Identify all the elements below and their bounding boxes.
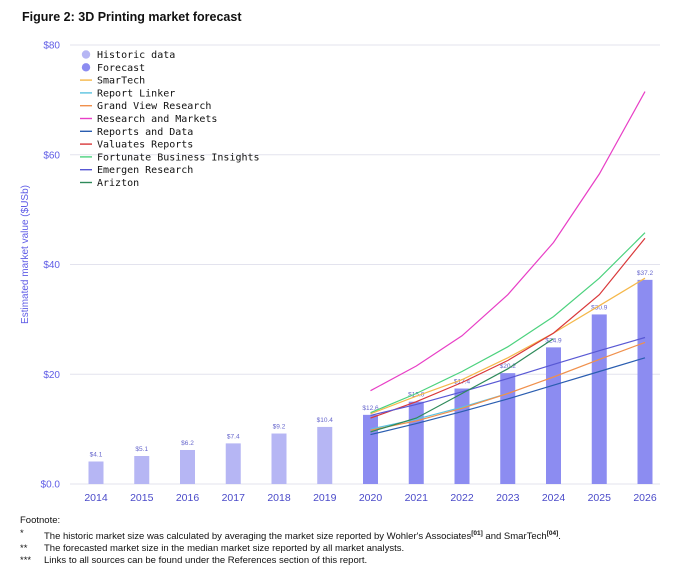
bar-2015 xyxy=(134,456,150,484)
y-axis: $0.0 $20 $40 $60 $80 xyxy=(41,41,61,491)
x-tick-label: 2023 xyxy=(496,492,520,504)
footnote-3-text: Links to all sources can be found under … xyxy=(44,555,368,567)
bar-2023 xyxy=(500,373,516,484)
y-tick-label: $80 xyxy=(43,41,60,52)
data-label-2018: $9.2 xyxy=(273,424,286,431)
chart: $0.0 $20 $40 $60 $80 Estimated market value … xyxy=(20,41,660,504)
legend-marker xyxy=(81,63,91,72)
legend-label: Arizton xyxy=(97,178,139,189)
footnote-1: * The historic market size was calculate… xyxy=(20,528,670,543)
x-tick-label: 2026 xyxy=(633,492,657,504)
x-tick-label: 2014 xyxy=(84,492,108,504)
bar-2025 xyxy=(591,314,607,484)
legend-marker xyxy=(81,50,91,59)
line-research-and-markets xyxy=(370,91,646,392)
data-label-2019: $10.4 xyxy=(317,417,334,424)
x-tick-label: 2019 xyxy=(313,492,337,504)
footnote-heading: Footnote: xyxy=(20,515,61,526)
data-label-2021: $15.0 xyxy=(408,392,425,399)
x-tick-label: 2020 xyxy=(359,492,383,504)
line-smartech xyxy=(370,277,646,415)
bar-2016 xyxy=(180,449,195,484)
bars: $4.1$5.1$6.2$7.4$9.2$10.4$12.6$15.0$17.4… xyxy=(88,270,654,484)
forecast-lines xyxy=(370,91,646,436)
line-reports-and-data xyxy=(370,357,646,436)
legend-label: Valuates Reports xyxy=(97,140,193,151)
footnote-2-text: The forecasted market size in the median… xyxy=(44,543,405,555)
data-label-2015: $5.1 xyxy=(135,446,148,453)
data-label-2016: $6.2 xyxy=(181,440,194,447)
legend-label: Historic data xyxy=(97,50,175,61)
x-tick-label: 2022 xyxy=(450,492,474,504)
footnote-1-text: The historic market size was calculated … xyxy=(44,530,561,543)
y-tick-label: $40 xyxy=(43,260,60,271)
y-tick-label: $20 xyxy=(43,370,60,381)
bar-2026 xyxy=(637,279,653,484)
legend-label: Grand View Research xyxy=(97,101,211,112)
x-tick-label: 2017 xyxy=(222,492,246,504)
citation-01[interactable]: [01] xyxy=(471,530,483,537)
x-tick-label: 2015 xyxy=(130,492,154,504)
footnotes: Footnote: * The historic market size was… xyxy=(20,515,670,567)
footnote-3-mark: *** xyxy=(20,555,32,567)
data-label-2026: $37.2 xyxy=(637,270,654,277)
line-grand-view-research xyxy=(370,341,646,431)
x-tick-label: 2018 xyxy=(267,492,291,504)
data-label-2017: $7.4 xyxy=(227,433,240,440)
footnote-1-mark: * xyxy=(20,528,24,539)
legend-label: Emergen Research xyxy=(97,165,193,176)
citation-04[interactable]: [04] xyxy=(546,530,559,537)
legend-label: Reports and Data xyxy=(97,127,193,138)
footnote-3: *** Links to all sources can be found un… xyxy=(20,555,670,567)
data-label-2025: $30.9 xyxy=(591,304,608,311)
footnote-2-mark: ** xyxy=(20,543,28,555)
legend-label: Report Linker xyxy=(97,88,175,99)
data-label-2020: $12.6 xyxy=(362,405,379,412)
line-fortunate-business-insights xyxy=(370,232,646,414)
bar-2022 xyxy=(454,388,470,484)
x-tick-label: 2021 xyxy=(405,492,429,504)
data-label-2023: $20.2 xyxy=(500,363,517,370)
figure-title: Figure 2: 3D Printing market forecast xyxy=(22,10,242,24)
x-tick-label: 2016 xyxy=(176,492,200,504)
bar-2021 xyxy=(408,401,424,484)
bar-2024 xyxy=(546,347,561,484)
line-valuates-reports xyxy=(370,237,646,419)
bar-2019 xyxy=(317,426,333,484)
legend-label: Research and Markets xyxy=(97,114,217,125)
x-tick-label: 2025 xyxy=(588,492,612,504)
bar-2020 xyxy=(363,414,378,484)
legend-label: SmarTech xyxy=(97,76,145,87)
bar-2014 xyxy=(88,461,104,484)
line-emergen-research xyxy=(370,336,646,416)
y-axis-label: Estimated market value ($USb) xyxy=(20,185,31,324)
data-label-2014: $4.1 xyxy=(90,452,103,459)
x-axis: 2014 2015 2016 2017 2018 2019 2020 2021 2022 2023… xyxy=(84,492,657,504)
footnote-2: ** The forecasted market size in the med… xyxy=(20,543,670,555)
data-label-2024: $24.9 xyxy=(545,337,562,344)
y-tick-label: $60 xyxy=(43,150,60,161)
y-tick-label: $0.0 xyxy=(41,480,61,491)
bar-2017 xyxy=(225,443,241,484)
line-arizton xyxy=(370,338,554,433)
x-tick-label: 2024 xyxy=(542,492,566,504)
legend-label: Forecast xyxy=(97,63,145,74)
legend-label: Fortunate Business Insights xyxy=(97,152,260,163)
bar-2018 xyxy=(271,433,287,484)
